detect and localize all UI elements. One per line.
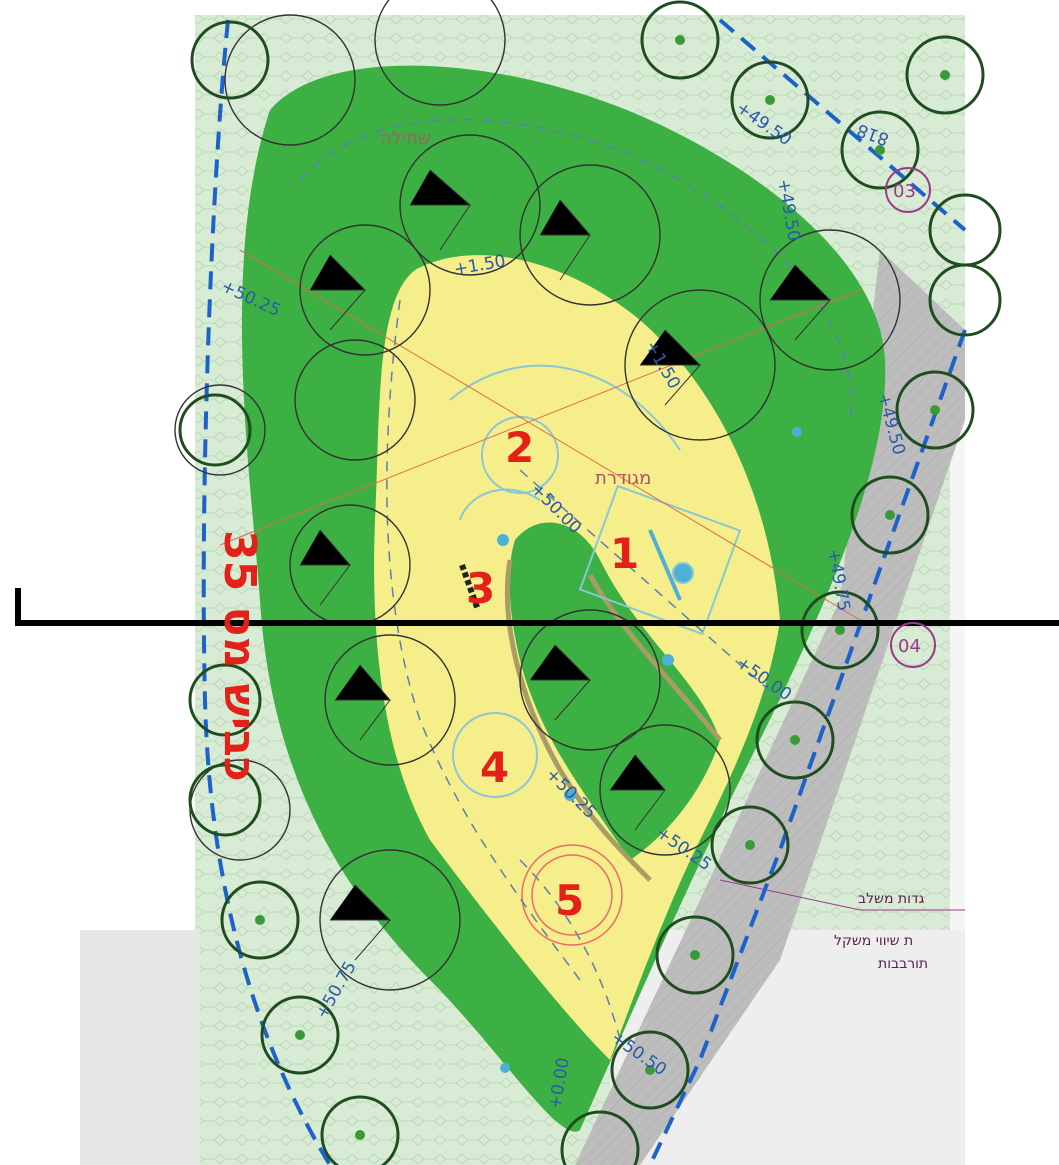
zone-label-3: 3 [466, 564, 495, 613]
island-edge-2 [587, 573, 722, 742]
legend-item: ת שיווי משקל [834, 933, 913, 949]
plot-tag-04: 04 [890, 622, 936, 668]
zone-label-5: 5 [555, 876, 584, 925]
right-white-zone [950, 330, 965, 930]
lamp-dots [497, 427, 802, 1073]
zone-label-4: 4 [480, 743, 509, 792]
legend-item: תורבבות [878, 956, 928, 972]
dashed-boundaries [201, 18, 967, 1165]
street-tree-dots [255, 35, 950, 1140]
zone-label-2: 2 [505, 423, 534, 472]
street-trees [178, 0, 1002, 1165]
inner-lawn-island [509, 522, 720, 860]
area-label-planting: שתילה [380, 128, 431, 149]
plot-tag-03-text: 03 [893, 181, 916, 202]
zone-label-1: 1 [610, 529, 639, 578]
area-label-fenced: מגודרת [595, 468, 651, 489]
road-label: כביש מס 35 [214, 530, 265, 782]
lower-left-grey-zone [80, 930, 200, 1165]
legend-item: גדות משלב [858, 891, 925, 907]
tree-canopies [174, 0, 901, 991]
rings-5 [521, 844, 623, 946]
tree-canopy-spokes [300, 169, 832, 961]
legend-callouts: גדות משלב ת שיווי משקל תורבבות [719, 879, 965, 972]
plot-tag-04-text: 04 [898, 636, 921, 657]
plot-tag-03: 03 [885, 167, 931, 213]
island-edge [505, 559, 652, 882]
section-cut-line [15, 588, 1059, 626]
reference-lines [219, 249, 861, 621]
dashed-contours [299, 119, 852, 1041]
